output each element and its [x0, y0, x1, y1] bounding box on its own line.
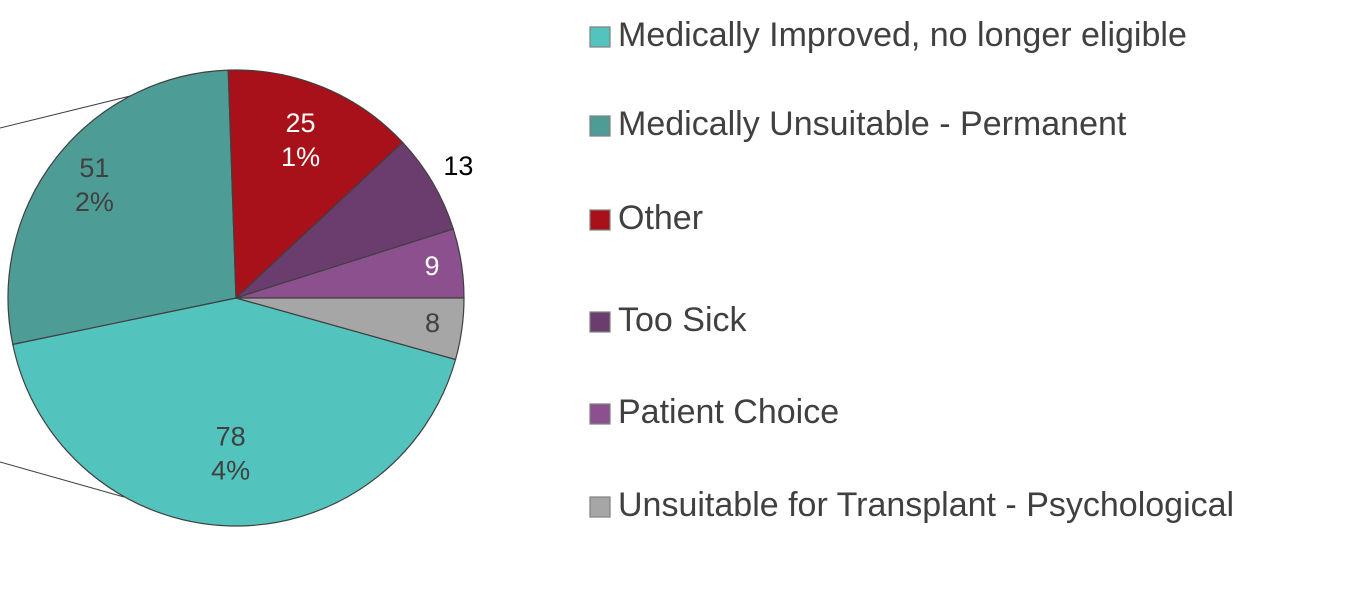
legend-label: Too Sick [618, 301, 747, 339]
legend-label: Unsuitable for Transplant - Psychologica… [618, 486, 1234, 524]
data-label: 51 [79, 153, 109, 183]
legend-label: Patient Choice [618, 393, 839, 431]
legend-swatch [589, 209, 611, 231]
percent-label: 2% [75, 187, 114, 217]
data-label: 8 [425, 308, 440, 338]
pie-slice [12, 297, 457, 527]
legend-swatch [589, 26, 611, 48]
legend-swatch [589, 403, 611, 425]
legend-swatch [589, 496, 611, 518]
connector-line [0, 461, 125, 498]
legend-label: Medically Improved, no longer eligible [618, 16, 1187, 54]
data-label: 13 [443, 151, 473, 181]
pie-slice [235, 297, 465, 361]
pie-slice [235, 141, 455, 299]
pie-slice [7, 69, 237, 346]
data-label: 9 [425, 251, 440, 281]
legend-swatch [589, 115, 611, 137]
data-label: 25 [286, 108, 316, 138]
percent-label: 4% [211, 455, 250, 485]
pie-slice [227, 69, 404, 300]
percent-label: 1% [281, 142, 320, 172]
legend-label: Other [618, 199, 703, 237]
legend-label: Medically Unsuitable - Permanent [618, 105, 1127, 143]
legend-swatch [589, 311, 611, 333]
data-label: 78 [216, 421, 246, 451]
